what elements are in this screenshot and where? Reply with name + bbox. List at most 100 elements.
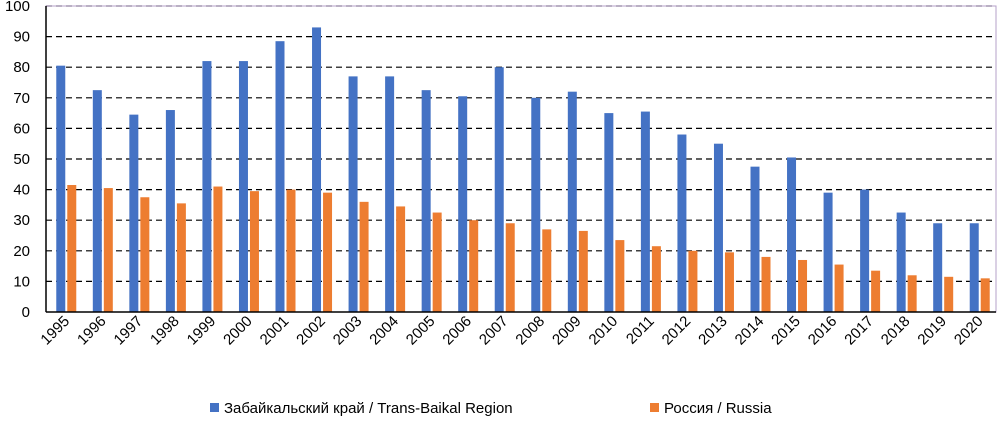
bar-trans-baikal [823,192,833,312]
bar-russia [798,259,808,312]
x-tick-label: 1995 [37,313,73,349]
bar-trans-baikal [458,96,468,313]
bar-trans-baikal [604,113,614,312]
bar-russia [944,276,954,312]
y-tick-label: 80 [13,59,30,76]
x-tick-label: 2006 [439,313,475,349]
bar-russia [469,220,479,312]
axes [45,5,997,313]
y-tick-label: 60 [13,120,30,137]
x-tick-label: 2016 [805,313,841,349]
y-tick-label: 10 [13,273,30,290]
y-tick-labels: 0 10 20 30 40 50 60 70 80 90 100 [5,0,30,321]
x-tick-label: 2010 [586,313,622,349]
x-tick-label: 2019 [914,313,950,349]
bar-russia [505,223,515,312]
x-tick-label: 1997 [111,313,147,349]
x-tick-label: 2002 [293,313,329,349]
legend-label-russia: Россия / Russia [664,400,772,417]
bar-russia [359,201,369,312]
bar-trans-baikal [567,91,577,313]
x-tick-label: 2003 [330,313,366,349]
bar-russia [396,206,406,312]
bar-trans-baikal [750,166,760,312]
x-tick-label: 2018 [878,313,914,349]
y-tick-label: 70 [13,90,30,107]
bar-russia [578,230,588,312]
legend-swatch-russia [650,403,659,412]
x-tick-label: 1998 [147,313,183,349]
bar-trans-baikal [860,189,870,312]
bar-russia [542,229,552,312]
bar-russia [432,212,442,312]
bar-russia [103,188,113,312]
y-tick-label: 100 [5,0,30,15]
bar-russia [286,189,296,312]
x-tick-label: 2005 [403,313,439,349]
x-tick-label: 2011 [623,313,658,348]
x-tick-label: 2014 [732,313,768,349]
y-tick-label: 30 [13,212,30,229]
bar-trans-baikal [202,61,212,312]
bar-trans-baikal [969,223,979,312]
y-tick-label: 0 [22,304,30,321]
bar-trans-baikal [165,110,175,312]
x-tick-label: 2015 [768,313,804,349]
x-tick-label: 2012 [659,313,695,349]
bar-russia [323,192,333,312]
bar-russia [176,203,186,312]
x-tick-label: 2004 [366,313,402,349]
y-tick-label: 40 [13,182,30,199]
bar-trans-baikal [56,65,66,312]
bar-trans-baikal [238,61,248,312]
bar-trans-baikal [677,134,687,312]
bar-trans-baikal [275,41,285,312]
bar-trans-baikal [421,90,431,313]
legend-swatch-trans-baikal [210,403,219,412]
bar-russia [213,186,223,312]
x-tick-label: 2001 [257,313,293,349]
bar-trans-baikal [896,212,906,312]
x-tick-label: 2017 [841,313,877,349]
x-tick-label: 2020 [951,313,987,349]
bar-trans-baikal [92,90,102,313]
bar-russia [688,250,698,312]
x-tick-label: 2009 [549,313,585,349]
bar-russia [907,275,917,312]
x-tick-label: 2007 [476,313,512,349]
x-tick-label: 1996 [74,313,110,349]
legend-label-trans-baikal: Забайкальский край / Trans-Baikal Region [224,400,513,417]
bar-trans-baikal [713,143,723,312]
bar-trans-baikal [348,76,358,312]
bar-trans-baikal [640,111,650,312]
bar-russia [67,185,77,312]
y-tick-label: 20 [13,243,30,260]
bar-trans-baikal [494,67,504,312]
y-tick-label: 90 [13,29,30,46]
bar-russia [249,191,259,312]
bar-russia [651,246,661,312]
bar-trans-baikal [787,157,797,312]
x-tick-label: 2008 [512,313,548,349]
bar-trans-baikal [531,97,541,312]
x-tick-label: 2013 [695,313,731,349]
bar-trans-baikal [312,27,322,312]
x-tick-label: 2000 [220,313,256,349]
bar-trans-baikal [129,114,139,312]
gridlines [46,5,996,282]
bar-russia [980,278,990,312]
bar-russia [834,264,844,312]
x-tick-label: 1999 [184,313,220,349]
bar-trans-baikal [933,223,943,312]
x-tick-labels: 1995 1996 1997 1998 1999 2000 2001 2002 2003 2004… [37,313,986,349]
y-tick-label: 50 [13,151,30,168]
bars [56,27,990,313]
bar-russia [140,197,150,312]
bar-russia [615,240,625,312]
bar-russia [871,270,881,312]
bar-trans-baikal [385,76,395,312]
bar-russia [761,256,771,312]
legend: Забайкальский край / Trans-Baikal Region… [210,400,772,417]
